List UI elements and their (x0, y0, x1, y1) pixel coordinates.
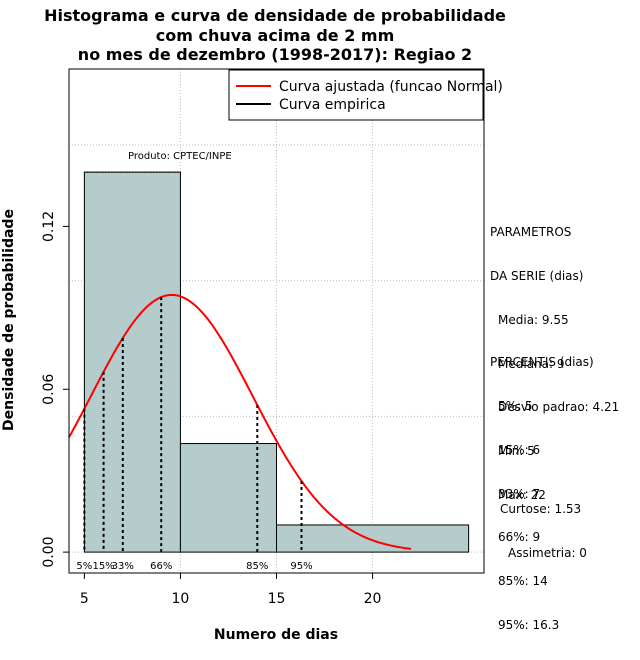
y-tick-label: 0.12 (41, 211, 57, 242)
kurtosis-label: Curtose: 1.53 (500, 502, 582, 517)
percentile-85: 85%: 14 (498, 574, 548, 589)
skewness-label: Assimetria: 0 (508, 545, 587, 560)
y-axis-label: Densidade de probabilidade (1, 209, 17, 431)
product-label: Produto: CPTEC/INPE (128, 151, 232, 162)
chart-title-line-2: com chuva acima de 2 mm (155, 26, 395, 45)
parameter-mean: Media: 9.55 (498, 312, 569, 327)
legend: Curva ajustada (funcao Normal) Curva emp… (228, 69, 503, 121)
x-tick-label: 10 (172, 591, 190, 607)
normal-curve-layer (68, 293, 412, 550)
x-axis-label: Numero de dias (214, 627, 338, 643)
histogram-bar (83, 171, 181, 553)
y-tick-label: 0.00 (41, 537, 57, 568)
percentile-lines: 5% 15%33% 66% 85% 95% (76, 297, 313, 572)
percentile-label: 85% (246, 561, 268, 572)
x-tick-label: 15 (268, 591, 286, 607)
parameter-min: Min: 5 (498, 444, 535, 459)
percentile-label: 33% (112, 561, 134, 572)
x-tick-label: 5 (80, 591, 89, 607)
shape-stats-panel: Curtose: 1.53 Assimetria: 0 (500, 473, 587, 575)
parameter-median: Mediana: 9 (498, 356, 565, 371)
parameters-heading-1: PARAMETROS (490, 225, 572, 240)
percentile-5: 5%: 5 (498, 398, 533, 413)
percentile-66: 66%: 9 (498, 530, 541, 545)
normal-curve (68, 293, 412, 550)
percentile-label: 66% (150, 561, 172, 572)
chart-title-line-3: no mes de dezembro (1998-2017): Regiao 2 (77, 45, 473, 64)
y-tick-label: 0.06 (41, 374, 57, 405)
percentile-95: 95%: 16.3 (498, 617, 560, 632)
legend-label-empirical: Curva empirica (279, 97, 386, 113)
percentiles-panel: PERCENTIS (dias) 5%: 5 15%: 6 33%: 7 66%… (490, 326, 594, 647)
percentile-label: 95% (290, 561, 312, 572)
percentile-label: 5% (76, 561, 92, 572)
legend-label-normal: Curva ajustada (funcao Normal) (279, 79, 503, 95)
legend-box (228, 69, 484, 121)
axes: 5 10 15 20 0.00 0.06 0.12 (41, 211, 381, 607)
parameter-std-dev: Desvio padrao: 4.21 (498, 400, 620, 415)
percentiles-heading: PERCENTIS (dias) (490, 355, 594, 370)
percentile-33: 33%: 7 (498, 486, 541, 501)
histogram-bars (83, 171, 470, 553)
histogram-bar (179, 443, 277, 553)
x-tick-label: 20 (364, 591, 382, 607)
parameters-panel: PARAMETROS DA SERIE (dias) Media: 9.55 M… (490, 196, 619, 517)
parameters-heading-2: DA SERIE (dias) (490, 268, 584, 283)
percentile-15: 15%: 6 (498, 442, 541, 457)
percentile-label: 15% (92, 561, 114, 572)
parameter-max: Max: 22 (498, 487, 546, 502)
histogram-bar (276, 524, 470, 553)
chart-title-line-1: Histograma e curva de densidade de proba… (44, 6, 506, 25)
